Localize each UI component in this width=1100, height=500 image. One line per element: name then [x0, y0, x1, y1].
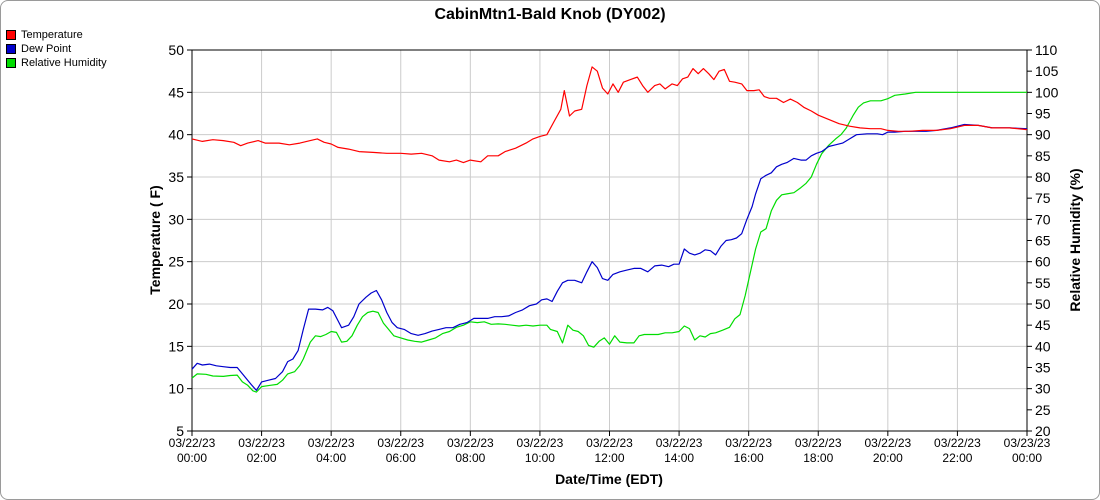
left-tick-label: 20 [168, 296, 184, 312]
right-tick-label: 55 [1035, 275, 1051, 291]
series-lines [191, 66, 1028, 393]
left-tick-label: 15 [168, 338, 184, 354]
legend-item-temperature: Temperature [6, 28, 107, 42]
left-axis: 5 10 15 20 25 30 35 40 45 50 [168, 42, 192, 439]
x-tick-time: 06:00 [386, 451, 416, 465]
left-tick-label: 30 [168, 211, 184, 227]
dew-point-swatch [6, 44, 16, 54]
x-tick-time: 18:00 [803, 451, 833, 465]
x-tick-date: 03/22/23 [864, 436, 911, 450]
x-tick-time: 20:00 [873, 451, 903, 465]
left-tick-label: 5 [176, 423, 184, 439]
right-tick-label: 50 [1035, 296, 1051, 312]
x-tick-time: 16:00 [734, 451, 764, 465]
x-tick-time: 22:00 [942, 451, 972, 465]
x-axis: 03/22/2300:0003/22/2302:0003/22/2304:000… [169, 431, 1051, 465]
x-tick-date: 03/22/23 [377, 436, 424, 450]
chart-title: CabinMtn1-Bald Knob (DY002) [434, 6, 665, 23]
relative-humidity-line [191, 91, 1027, 393]
right-tick-label: 20 [1035, 423, 1051, 439]
x-tick-date: 03/22/23 [795, 436, 842, 450]
y-axis-label: Temperature ( F) [147, 185, 163, 294]
right-tick-label: 45 [1035, 317, 1051, 333]
right-tick-label: 30 [1035, 381, 1051, 397]
right-tick-label: 105 [1035, 63, 1059, 79]
x-tick-date: 03/22/23 [169, 436, 216, 450]
legend: Temperature Dew Point Relative Humidity [6, 28, 107, 70]
right-tick-label: 40 [1035, 338, 1051, 354]
x-tick-date: 03/22/23 [238, 436, 285, 450]
left-tick-label: 50 [168, 42, 184, 58]
right-tick-label: 90 [1035, 127, 1051, 143]
x-tick-date: 03/22/23 [586, 436, 633, 450]
left-tick-label: 35 [168, 169, 184, 185]
grid [191, 49, 1028, 432]
x-tick-date: 03/22/23 [447, 436, 494, 450]
right-tick-label: 35 [1035, 360, 1051, 376]
x-axis-label: Date/Time (EDT) [555, 471, 663, 487]
x-tick-time: 02:00 [247, 451, 277, 465]
right-tick-label: 110 [1035, 42, 1058, 58]
legend-item-dew-point: Dew Point [6, 42, 107, 56]
x-tick-time: 00:00 [1012, 451, 1042, 465]
x-tick-time: 04:00 [316, 451, 346, 465]
temperature-line [191, 66, 1028, 164]
right-tick-label: 85 [1035, 148, 1051, 164]
right-tick-label: 95 [1035, 106, 1051, 122]
left-tick-label: 40 [168, 127, 184, 143]
x-tick-date: 03/22/23 [517, 436, 564, 450]
x-tick-time: 00:00 [177, 451, 207, 465]
left-tick-label: 25 [168, 254, 184, 270]
x-tick-time: 08:00 [455, 451, 485, 465]
left-tick-label: 10 [168, 381, 184, 397]
right-tick-label: 25 [1035, 402, 1051, 418]
x-tick-date: 03/23/23 [1004, 436, 1051, 450]
relative-humidity-swatch [6, 58, 16, 68]
legend-item-relative-humidity: Relative Humidity [6, 56, 107, 70]
right-tick-label: 80 [1035, 169, 1051, 185]
right-axis: 20 25 30 35 40 45 50 55 60 65 70 75 80 85 90 95 100 105 11… [1027, 42, 1059, 439]
right-tick-label: 65 [1035, 233, 1051, 249]
x-tick-date: 03/22/23 [725, 436, 772, 450]
x-tick-date: 03/22/23 [656, 436, 703, 450]
dew-point-line [191, 123, 1028, 391]
right-tick-label: 70 [1035, 211, 1051, 227]
right-tick-label: 60 [1035, 254, 1051, 270]
left-tick-label: 45 [168, 84, 184, 100]
legend-label-relative-humidity: Relative Humidity [21, 57, 107, 69]
x-tick-time: 12:00 [594, 451, 624, 465]
x-tick-time: 14:00 [664, 451, 694, 465]
y2-axis-label: Relative Humidity (%) [1067, 168, 1083, 311]
x-tick-time: 10:00 [525, 451, 555, 465]
x-tick-date: 03/22/23 [934, 436, 981, 450]
right-tick-label: 100 [1035, 84, 1059, 100]
legend-label-dew-point: Dew Point [21, 43, 72, 55]
legend-label-temperature: Temperature [21, 29, 83, 41]
x-tick-date: 03/22/23 [308, 436, 355, 450]
right-tick-label: 75 [1035, 190, 1051, 206]
temperature-swatch [6, 30, 16, 40]
